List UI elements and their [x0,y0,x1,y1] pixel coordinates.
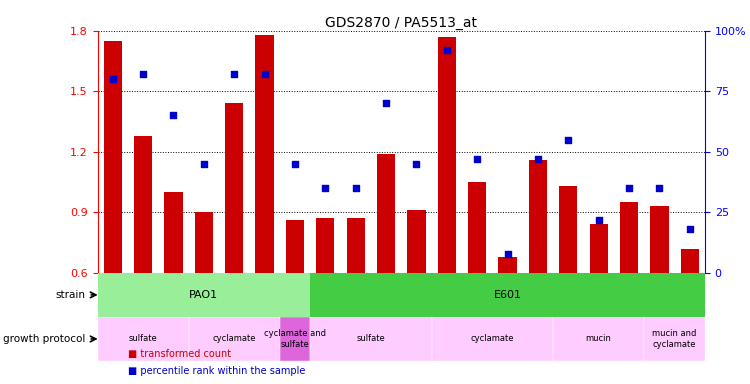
Point [441,47,453,53]
Bar [377,154,395,273]
Bar [620,202,638,273]
Text: mucin and
cyclamate: mucin and cyclamate [652,329,697,349]
Title: GDS2870 / PA5513_at: GDS2870 / PA5513_at [326,16,477,30]
Bar [560,186,578,273]
Text: sulfate: sulfate [129,334,158,343]
Bar [98,273,310,317]
Bar [650,206,668,273]
Text: strain: strain [56,290,86,300]
Bar [438,37,456,273]
Text: cyclamate: cyclamate [471,334,514,343]
Bar [104,41,122,273]
Bar [432,317,553,361]
Bar [195,212,213,273]
Text: ■ transformed count: ■ transformed count [128,349,231,359]
Text: E601: E601 [494,290,521,300]
Point [684,226,696,232]
Bar [286,220,304,273]
Bar [529,160,547,273]
Point [167,113,179,119]
Bar [98,317,189,361]
Bar [134,136,152,273]
Point [380,100,392,106]
Bar [644,317,705,361]
Bar [164,192,182,273]
Bar [553,317,644,361]
Point [532,156,544,162]
Text: PAO1: PAO1 [189,290,218,300]
Point [653,185,665,191]
Bar [407,210,425,273]
Bar [189,317,280,361]
Point [471,156,483,162]
Bar [346,218,364,273]
Bar [681,249,699,273]
Bar [590,225,608,273]
Bar [225,103,243,273]
Bar [499,257,517,273]
Point [410,161,422,167]
Text: sulfate: sulfate [356,334,386,343]
Bar [316,218,334,273]
Point [228,71,240,78]
Text: cyclamate and
sulfate: cyclamate and sulfate [264,329,326,349]
Text: mucin: mucin [586,334,612,343]
Text: growth protocol: growth protocol [3,334,86,344]
Bar [256,35,274,273]
Bar [310,273,720,317]
Text: cyclamate: cyclamate [212,334,256,343]
Bar [280,317,310,361]
Point [592,217,604,223]
Point [320,185,332,191]
Point [137,71,149,78]
Point [562,137,574,143]
Point [350,185,361,191]
Point [502,250,514,257]
Point [198,161,210,167]
Bar [468,182,486,273]
Text: ■ percentile rank within the sample: ■ percentile rank within the sample [128,366,304,376]
Point [289,161,301,167]
Point [106,76,118,82]
Bar [310,317,432,361]
Point [259,71,271,78]
Point [623,185,635,191]
